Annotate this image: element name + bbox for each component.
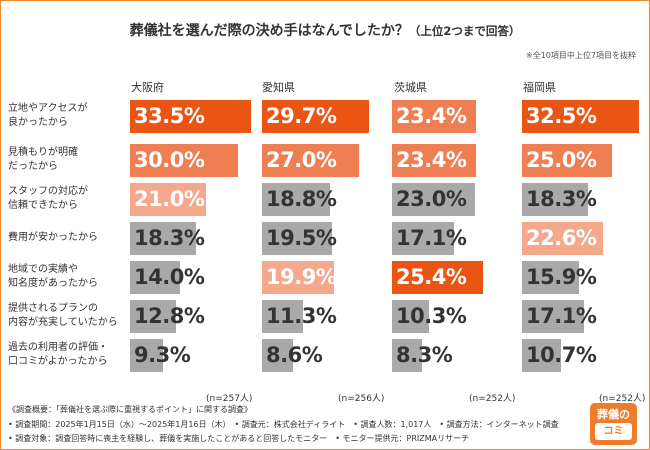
bar [522,100,639,133]
bar [522,183,588,216]
bar-value-label: 10.3% [396,304,467,328]
bar [522,300,584,333]
bar [130,144,238,177]
sample-size-label: (n=252人) [469,394,516,404]
bar-value-label: 8.6% [266,343,323,367]
chart-title: 葬儀社を選んだ際の決め手はなんでしたか？（上位2つまで回答） [0,20,650,40]
bar-value-label: 9.3% [134,343,191,367]
bar-value-label: 15.9% [526,265,597,289]
bar [522,261,580,294]
bar-value-label: 17.1% [526,304,597,328]
bar [262,300,303,333]
bar [392,183,475,216]
bar [392,100,477,133]
logo-line2: コミ [595,423,632,440]
bar-value-label: 12.8% [134,304,205,328]
chart-title-sub: （上位2つまで回答） [408,24,521,38]
bar-value-label: 33.5% [134,104,205,128]
bar [262,339,293,372]
bar [522,144,612,177]
bar-value-label: 17.1% [396,226,467,250]
sample-size-label: (n=252人) [599,394,646,404]
chart-title-main: 葬儀社を選んだ際の決め手はなんでしたか？ [129,23,409,39]
bar [130,300,177,333]
bar-value-label: 27.0% [266,148,337,172]
bar [392,144,477,177]
bar-value-label: 25.4% [396,265,467,289]
bar [262,261,334,294]
category-label: 提供されるプランの 内容が充実していたから [8,303,118,328]
footer-survey-title: 《調査概要：「葬儀社を選ぶ際に重視するポイント」に関する調査》 [8,405,252,414]
bar-value-label: 32.5% [526,104,597,128]
bar-value-label: 23.0% [396,187,467,211]
bar-value-label: 30.0% [134,148,205,172]
category-label: 地域での実績や 知名度があったから [8,264,98,289]
column-header: 茨城県 [394,81,427,94]
bar-value-label: 14.0% [134,265,205,289]
bar [262,222,333,255]
bar [130,222,196,255]
bar [130,261,181,294]
bar-value-label: 8.3% [396,343,453,367]
category-label: 見積もりが明確 だったから [8,147,78,172]
bar-value-label: 23.4% [396,104,467,128]
logo-line1: 葬儀の [597,408,630,421]
bar [130,100,251,133]
category-label: 立地やアクセスが 良かったから [8,103,88,128]
bar [262,144,360,177]
bar-value-label: 18.3% [526,187,597,211]
bar [392,261,484,294]
bar-value-label: 19.9% [266,265,337,289]
bar [522,339,561,372]
category-label: 費用が安かったから [8,232,98,243]
bar [522,222,604,255]
bar-value-label: 19.5% [266,226,337,250]
bar-value-label: 25.0% [526,148,597,172]
bar-value-label: 10.7% [526,343,597,367]
column-header: 福岡県 [523,81,556,94]
bar-value-label: 18.8% [266,187,337,211]
column-header: 愛知県 [262,81,295,94]
bar-value-label: 11.3% [266,304,337,328]
bar [262,100,369,133]
footer-survey-target: • 調査対象：調査回答時に喪主を経験し、葬儀を実施したことがあると回答したモニタ… [8,434,470,443]
logo: 葬儀の コミ [590,403,637,445]
bar-value-label: 18.3% [134,226,205,250]
category-label: スタッフの対応が 信頼できたから [8,186,88,211]
bar-value-label: 29.7% [266,104,337,128]
bar [392,339,422,372]
chart-note: ※全10項目中上位7項目を抜粋 [526,51,636,60]
bar [392,300,430,333]
bar [130,339,164,372]
column-header: 大阪府 [131,81,164,94]
bar-value-label: 22.6% [526,226,597,250]
footer-survey-details: • 調査期間：2025年1月15日（水）〜2025年1月16日（木） • 調査元… [8,420,559,429]
sample-size-label: (n=256人) [338,394,385,404]
bar [392,222,454,255]
bar-value-label: 21.0% [134,187,205,211]
bar [130,183,206,216]
bar [262,183,330,216]
sample-size-label: (n=257人) [206,394,253,404]
category-label: 過去の利用者の評価・ 口コミがよかったから [8,342,108,367]
bar-value-label: 23.4% [396,148,467,172]
